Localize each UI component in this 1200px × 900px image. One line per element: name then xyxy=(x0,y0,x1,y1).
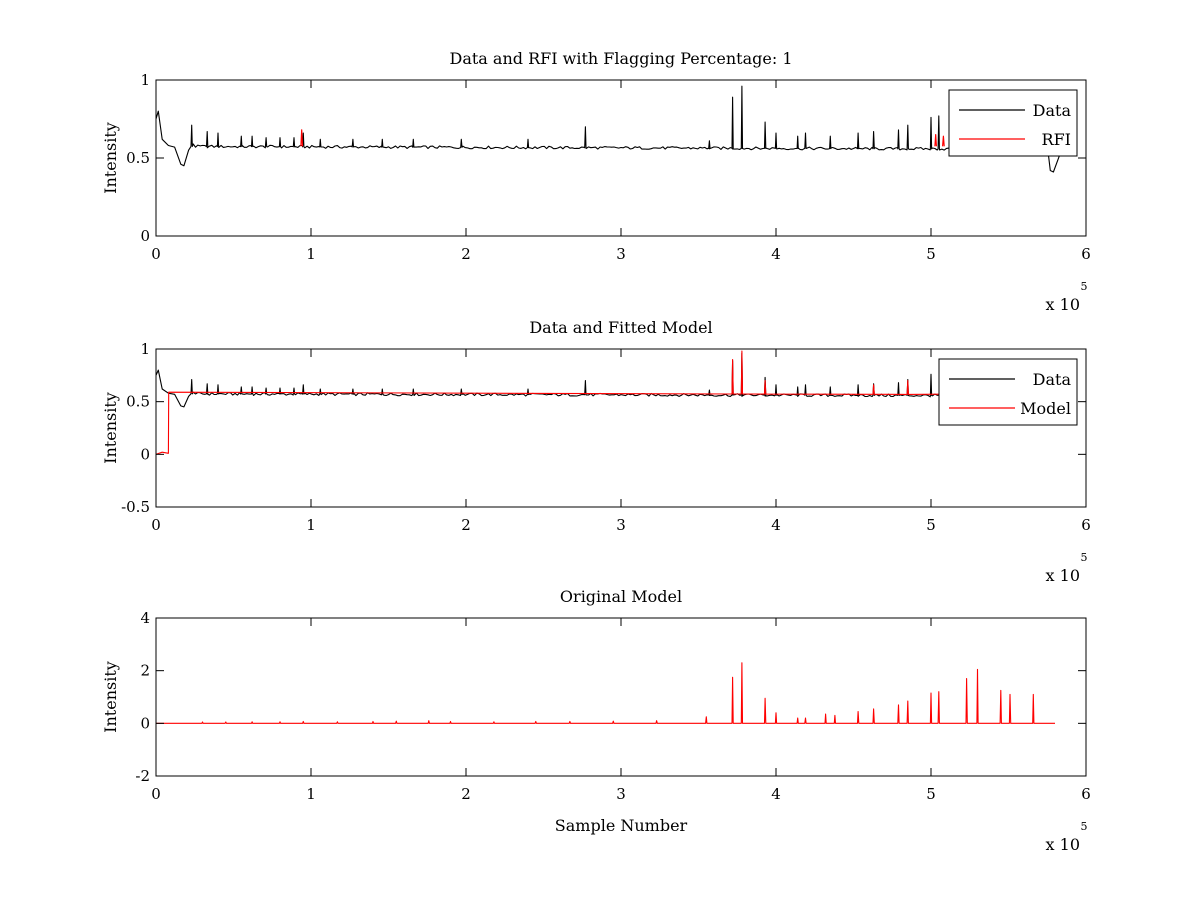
legend-label-rfi: RFI xyxy=(1042,130,1071,149)
y-tick-label: 1 xyxy=(140,340,150,358)
plot-lines xyxy=(156,85,1065,173)
x-tick-label: 3 xyxy=(616,785,626,803)
chart-title: Data and RFI with Flagging Percentage: 1 xyxy=(449,49,792,68)
x-tick-label: 4 xyxy=(771,785,781,803)
series-data-line xyxy=(156,352,1065,408)
x-tick-label: 2 xyxy=(461,785,471,803)
y-tick-label: 1 xyxy=(140,71,150,89)
y-axis-label: Intensity xyxy=(101,392,120,464)
y-tick-label: 0.5 xyxy=(126,393,150,411)
y-tick-label: 0.5 xyxy=(126,149,150,167)
plot-area xyxy=(156,80,1086,236)
y-axis-label: Intensity xyxy=(101,661,120,733)
x-tick-label: 1 xyxy=(306,785,316,803)
x-multiplier-label: x 10 xyxy=(1046,295,1080,314)
x-multiplier-label: x 10 xyxy=(1046,835,1080,854)
x-multiplier-label: x 10 xyxy=(1046,566,1080,585)
plot-lines xyxy=(156,350,1065,455)
legend-label-model: Model xyxy=(1020,399,1071,418)
x-tick-label: 0 xyxy=(151,516,161,534)
x-tick-label: 6 xyxy=(1081,516,1091,534)
x-tick-label: 5 xyxy=(926,245,936,263)
legend-box xyxy=(948,89,1078,157)
x-axis-label: Sample Number xyxy=(555,816,688,835)
x-multiplier-exponent: 5 xyxy=(1081,820,1088,833)
x-tick-label: 0 xyxy=(151,785,161,803)
x-tick-label: 1 xyxy=(306,516,316,534)
x-tick-label: 5 xyxy=(926,785,936,803)
x-tick-label: 6 xyxy=(1081,245,1091,263)
x-tick-label: 2 xyxy=(461,516,471,534)
y-tick-label: 4 xyxy=(140,609,150,627)
x-tick-label: 2 xyxy=(461,245,471,263)
x-tick-label: 3 xyxy=(616,245,626,263)
y-tick-label: -0.5 xyxy=(121,498,150,516)
x-tick-label: 4 xyxy=(771,245,781,263)
y-tick-label: 0 xyxy=(140,445,150,463)
x-multiplier-exponent: 5 xyxy=(1081,551,1088,564)
x-multiplier-exponent: 5 xyxy=(1081,280,1088,293)
x-tick-label: 4 xyxy=(771,516,781,534)
series-model-line xyxy=(156,350,1065,455)
series-rfi-line xyxy=(300,129,999,147)
y-tick-label: 2 xyxy=(140,662,150,680)
y-tick-label: 0 xyxy=(140,714,150,732)
x-tick-label: 5 xyxy=(926,516,936,534)
chart-title: Original Model xyxy=(560,587,682,606)
legend-label-data: Data xyxy=(1033,370,1072,389)
legend: Data Model xyxy=(938,358,1078,426)
x-tick-label: 1 xyxy=(306,245,316,263)
chart-title: Data and Fitted Model xyxy=(529,318,712,337)
legend-box xyxy=(938,358,1078,426)
legend: Data RFI xyxy=(948,89,1078,157)
y-tick-label: -2 xyxy=(135,767,150,785)
y-tick-label: 0 xyxy=(140,227,150,245)
x-tick-label: 0 xyxy=(151,245,161,263)
legend-label-data: Data xyxy=(1033,101,1072,120)
plot-area xyxy=(156,618,1086,776)
series-model-line xyxy=(156,662,1055,724)
y-axis-label: Intensity xyxy=(101,122,120,194)
x-tick-label: 6 xyxy=(1081,785,1091,803)
x-tick-label: 3 xyxy=(616,516,626,534)
series-data-line xyxy=(156,85,1065,173)
plot-lines xyxy=(156,662,1055,724)
